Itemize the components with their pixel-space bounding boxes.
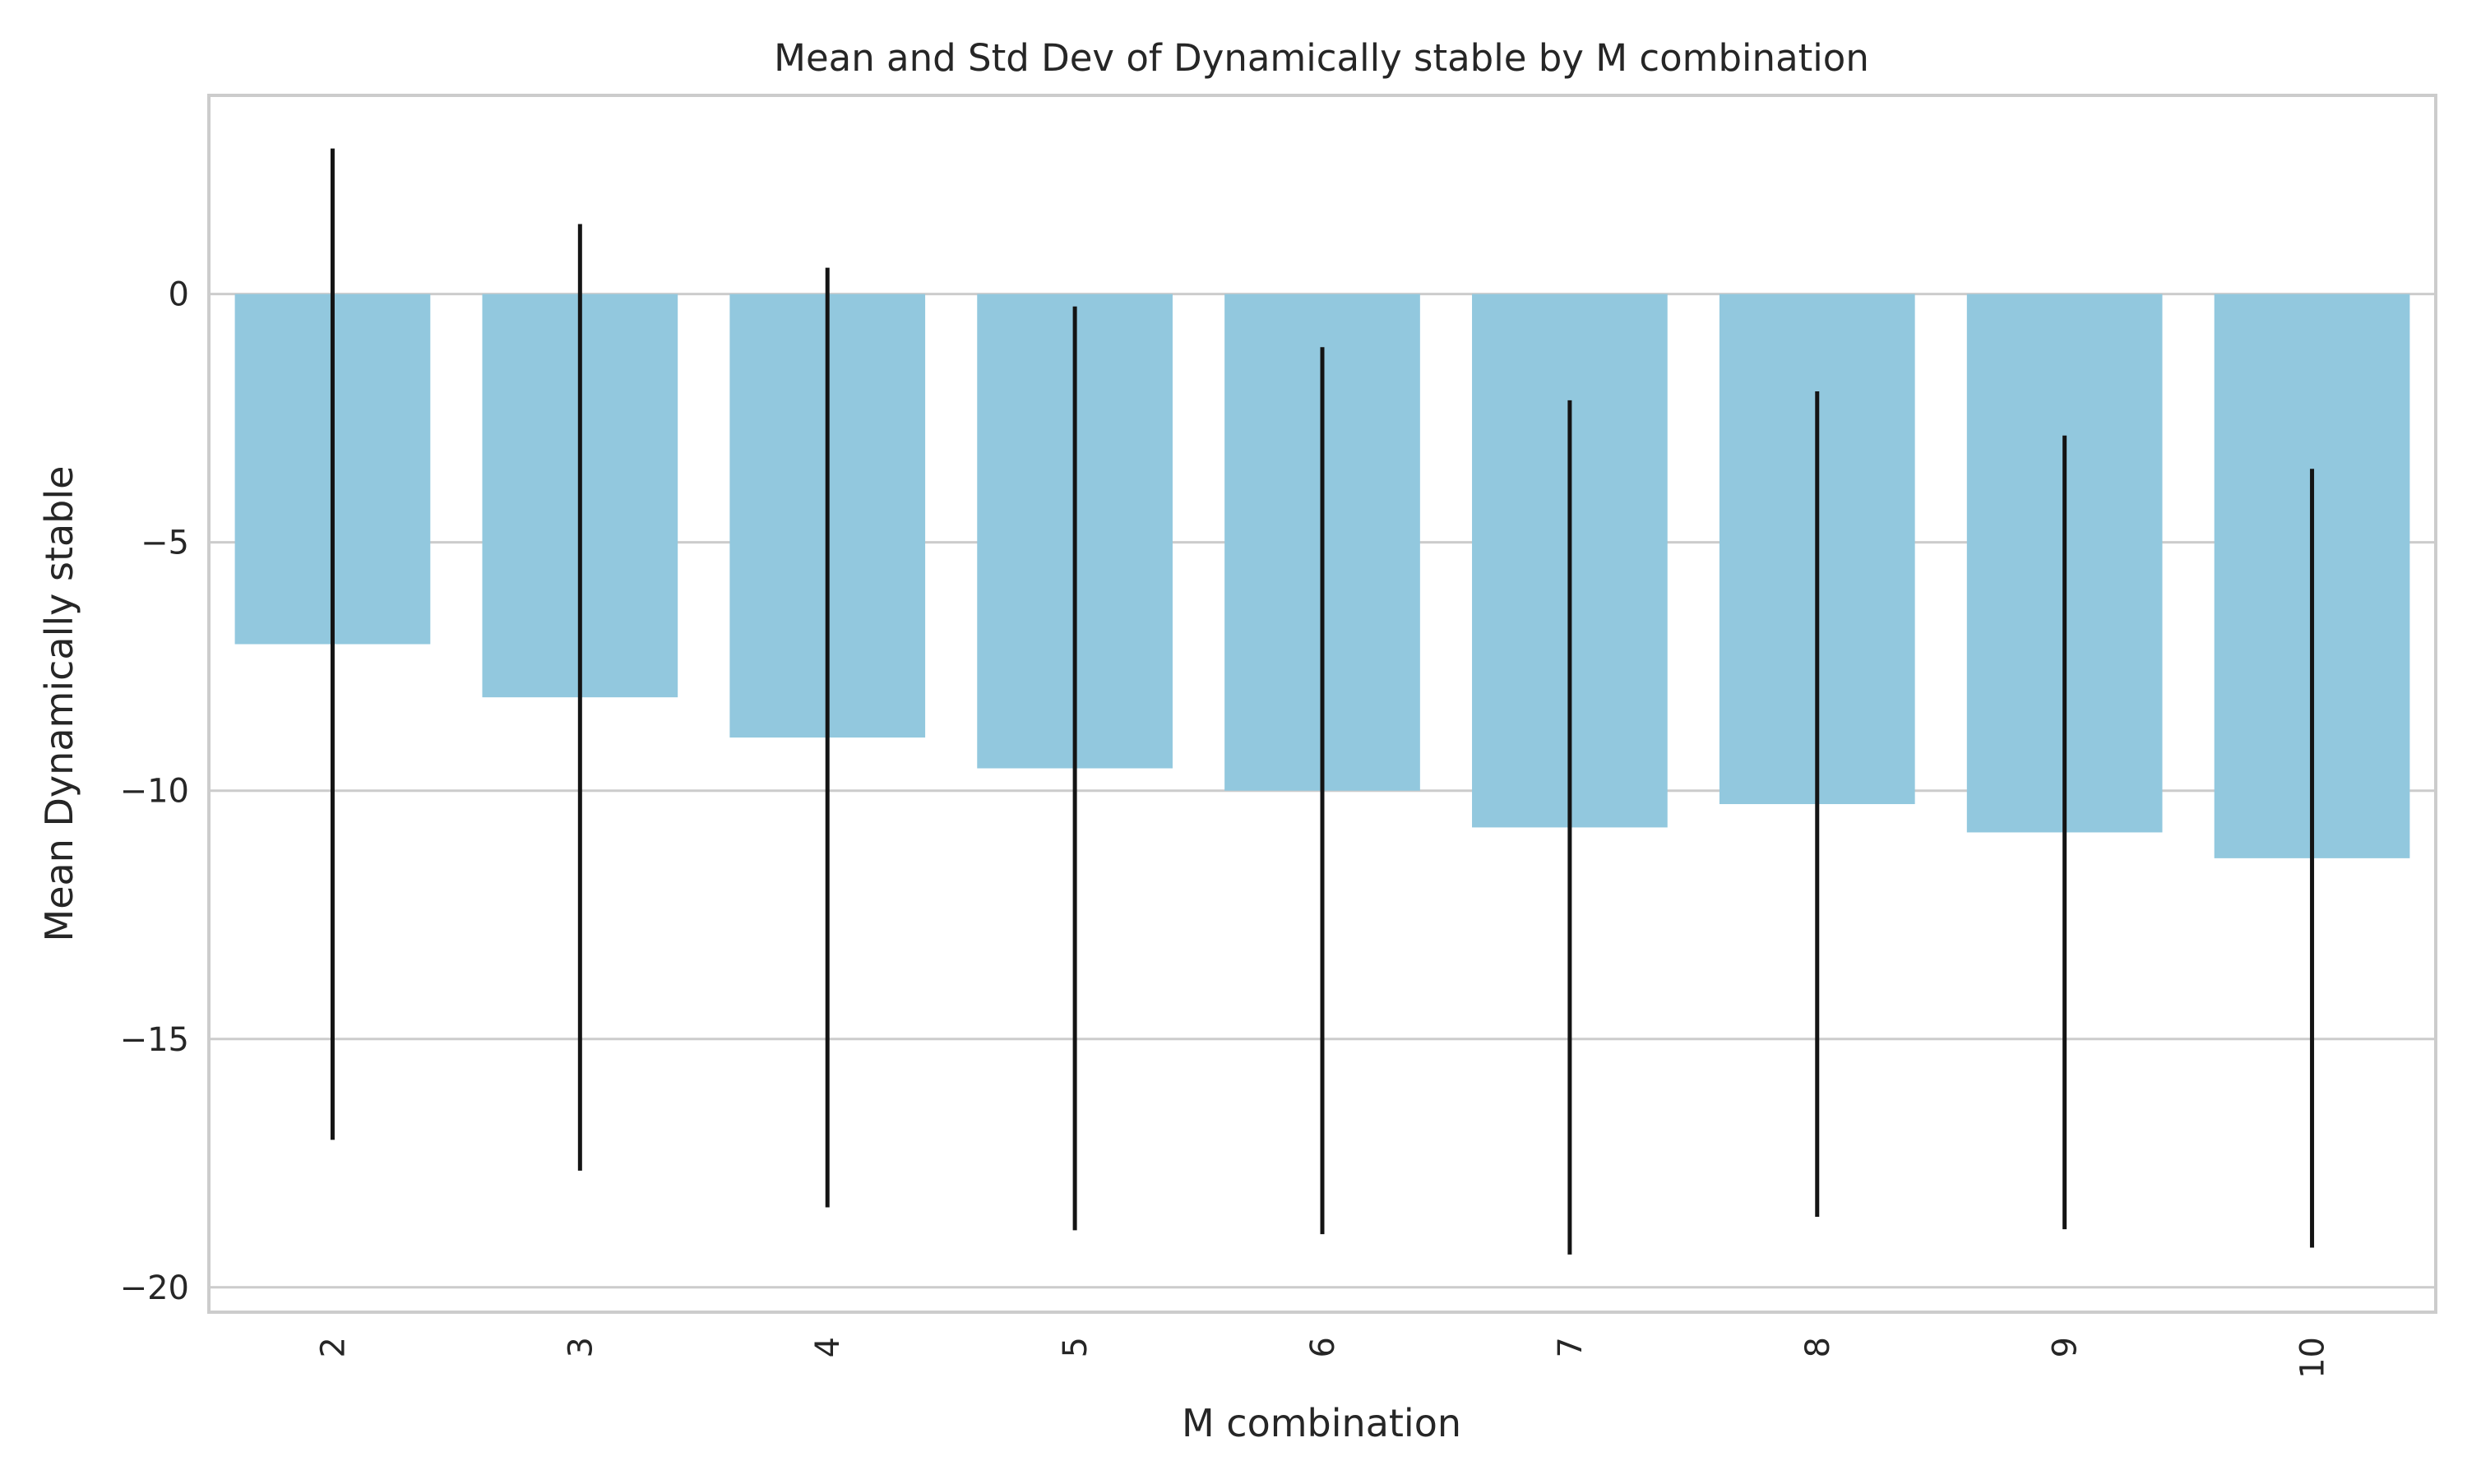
chart-title: Mean and Std Dev of Dynamically stable b… bbox=[774, 36, 1869, 80]
y-tick-label: 0 bbox=[169, 276, 189, 314]
x-tick-label: 7 bbox=[1552, 1337, 1590, 1357]
x-tick-label: 9 bbox=[2047, 1337, 2085, 1357]
x-tick-label: 3 bbox=[562, 1337, 599, 1357]
y-tick-labels: 0 −5 −10 −15 −20 bbox=[120, 276, 189, 1307]
x-axis-label: M combination bbox=[1182, 1401, 1461, 1445]
y-tick-label: −15 bbox=[120, 1021, 189, 1059]
error-bars bbox=[330, 148, 2315, 1255]
x-tick-label: 2 bbox=[314, 1337, 352, 1357]
y-axis-label: Mean Dynamically stable bbox=[37, 466, 81, 942]
x-tick-label: 8 bbox=[1799, 1337, 1837, 1357]
y-tick-label: −20 bbox=[120, 1269, 189, 1307]
x-tick-label: 6 bbox=[1304, 1337, 1342, 1357]
x-tick-label: 10 bbox=[2294, 1337, 2332, 1379]
x-tick-labels: 2 3 4 5 6 7 8 9 10 bbox=[314, 1337, 2331, 1379]
y-tick-label: −5 bbox=[141, 525, 189, 562]
x-tick-label: 4 bbox=[809, 1337, 847, 1357]
x-tick-label: 5 bbox=[1057, 1337, 1095, 1357]
plot-frame bbox=[207, 94, 2437, 1314]
y-tick-label: −10 bbox=[120, 773, 189, 811]
